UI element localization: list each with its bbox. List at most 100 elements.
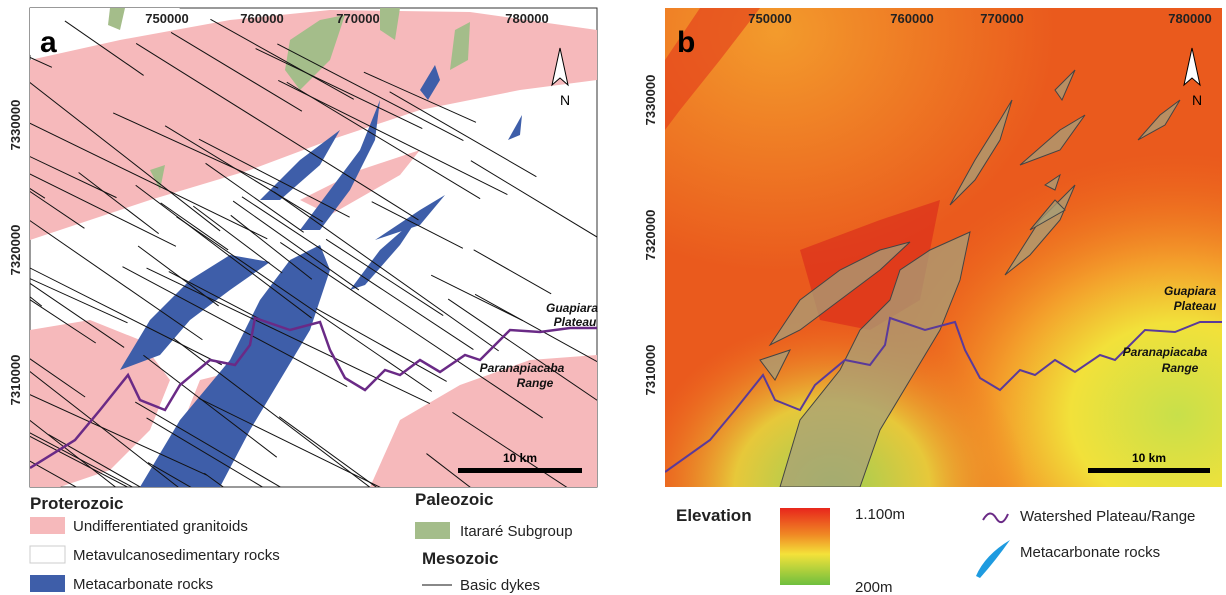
legend-a: Proterozoic Undifferentiated granitoids … [29, 490, 573, 594]
dyke [363, 71, 477, 123]
dyke [30, 156, 117, 199]
dyke [146, 267, 431, 405]
x-tick-label: 760000 [240, 11, 283, 26]
dyke [286, 81, 481, 200]
dyke [241, 196, 474, 350]
legend-b: Elevation 1.100m 200m Watershed Plateau/… [676, 506, 1195, 595]
legend-item: Itararé Subgroup [460, 523, 573, 540]
scale-bar [1088, 468, 1210, 473]
dyke [30, 188, 46, 199]
place-label: Range [517, 376, 554, 390]
place-label: Paranapiacaba [1123, 345, 1208, 359]
dyke [30, 282, 125, 348]
dyke [30, 267, 222, 366]
dyke [30, 173, 177, 247]
dyke [48, 434, 142, 487]
north-label: N [1192, 92, 1202, 108]
legend-swatch [976, 540, 1010, 578]
dyke [143, 354, 278, 458]
dyke [170, 32, 303, 112]
dyke [192, 205, 283, 274]
dyke [30, 419, 117, 487]
legend-item: Watershed Plateau/Range [1020, 508, 1195, 525]
scale-bar [458, 468, 582, 473]
geology [30, 8, 597, 487]
dyke [325, 238, 444, 316]
dyke [278, 79, 508, 196]
dyke [205, 162, 304, 233]
dyke [30, 190, 85, 229]
elevation-bar [780, 508, 830, 585]
legend-item: Metacarbonate rocks [73, 576, 213, 593]
scale-label: 10 km [503, 451, 537, 465]
dyke [447, 298, 597, 401]
dyke [273, 191, 499, 352]
dyke [280, 242, 543, 419]
dyke [64, 20, 144, 76]
legend-swatch [30, 517, 65, 534]
dyke [30, 358, 86, 398]
north-label: N [560, 92, 570, 108]
elevation-max: 1.100m [855, 506, 905, 523]
dyke [198, 397, 381, 487]
dyke [230, 214, 313, 280]
dyke [30, 394, 208, 476]
legend-item: Basic dykes [460, 577, 540, 594]
place-label: Guapiara [546, 301, 598, 315]
dyke [164, 125, 323, 223]
x-tick-label: 770000 [980, 11, 1023, 26]
place-label: Guapiara [1164, 284, 1216, 298]
legend-swatch [30, 575, 65, 592]
place-label: Plateau [554, 315, 597, 329]
dyke [134, 401, 282, 487]
panel-label: a [40, 26, 57, 59]
dyke [255, 48, 423, 129]
dyke [30, 299, 97, 344]
watershed-line [30, 316, 597, 470]
x-tick-label: 780000 [505, 11, 548, 26]
legend-heading: Paleozoic [415, 490, 493, 509]
dyke [160, 202, 229, 251]
dem [665, 8, 1222, 487]
dykes [30, 18, 597, 487]
x-tick-label: 750000 [145, 11, 188, 26]
dyke [168, 271, 267, 323]
dyke [473, 249, 552, 295]
legend-item: Undifferentiated granitoids [73, 518, 248, 535]
x-tick-label: 780000 [1168, 11, 1211, 26]
y-tick-label: 7330000 [8, 100, 23, 151]
x-tick-label: 750000 [748, 11, 791, 26]
dyke [430, 274, 523, 322]
dyke [30, 278, 128, 324]
dyke [210, 18, 355, 100]
legend-heading: Mesozoic [422, 549, 499, 568]
elevation-min: 200m [855, 579, 893, 595]
dyke [198, 138, 350, 218]
dyke [30, 56, 53, 68]
scale-label: 10 km [1132, 451, 1166, 465]
dyke [474, 293, 597, 363]
dyke [278, 416, 377, 487]
dyke [389, 91, 537, 178]
dyke [371, 201, 464, 249]
dyke [135, 43, 419, 221]
legend-swatch [415, 522, 450, 539]
panel-a: 10 km N a 750000 760000 770000 780000 73… [8, 7, 598, 488]
north-arrow [551, 47, 569, 87]
dyke [30, 122, 268, 240]
dyke [78, 172, 159, 234]
legend-heading: Elevation [676, 506, 752, 525]
legend-item: Metacarbonate rocks [1020, 544, 1160, 561]
watershed-line [665, 316, 1222, 473]
dyke [426, 453, 471, 487]
y-tick-label: 7330000 [643, 75, 658, 126]
dyke [176, 216, 433, 392]
dyke [470, 160, 597, 238]
y-tick-label: 7310000 [8, 355, 23, 406]
panel-label: b [677, 26, 695, 59]
legend-heading: Proterozoic [30, 494, 124, 513]
dyke [30, 220, 203, 341]
panel-b: 10 km N b 750000 760000 770000 780000 73… [643, 8, 1222, 487]
dyke [30, 435, 129, 487]
